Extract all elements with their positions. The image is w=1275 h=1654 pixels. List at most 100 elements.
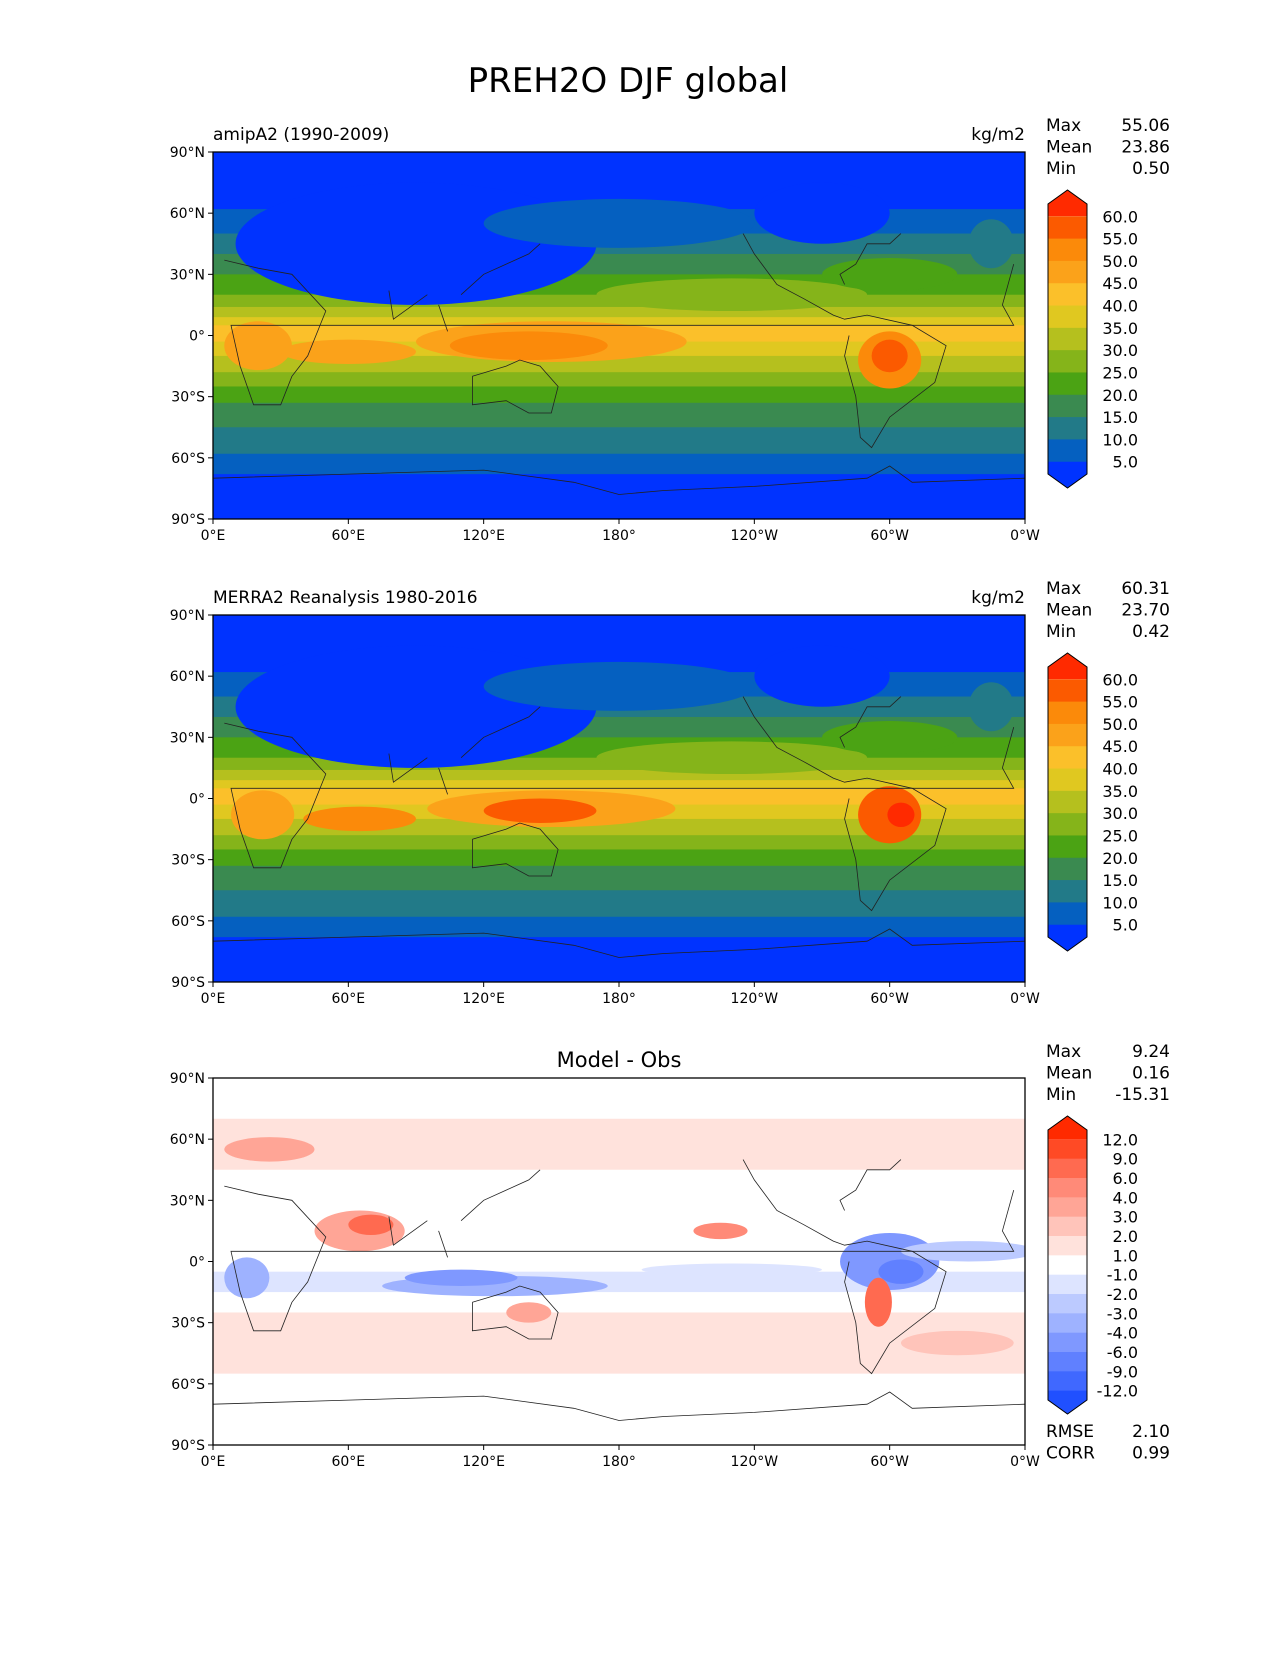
stat-value: 9.24: [1132, 1042, 1170, 1062]
stat-label: Max: [1046, 116, 1081, 136]
colorbar-segment: [1048, 1178, 1087, 1198]
colorbar-segment: [1048, 417, 1087, 440]
field-region: [822, 258, 958, 291]
y-tick-label: 90°S: [171, 512, 205, 528]
stat-value: 60.31: [1121, 579, 1170, 599]
y-tick-label: 30°N: [170, 730, 205, 746]
colorbar-extend-min: [1048, 1390, 1087, 1414]
field-region: [224, 321, 292, 371]
x-tick-label: 0°E: [201, 1454, 226, 1470]
field-region: [887, 802, 915, 828]
colorbar-tick-label: 40.0: [1102, 297, 1138, 316]
coastline: [742, 696, 947, 912]
colorbar-segment: [1048, 1371, 1087, 1392]
units-label: kg/m2: [971, 588, 1025, 608]
colorbar-tick-label: 45.0: [1102, 737, 1138, 756]
x-tick-label: 120°W: [731, 528, 779, 544]
x-tick-label: 60°E: [331, 528, 365, 544]
colorbar-segment: [1048, 350, 1087, 373]
x-tick-label: 180°: [602, 991, 636, 1007]
colorbar-tick-label: 5.0: [1113, 916, 1138, 935]
coastline: [224, 1185, 1015, 1332]
colorbar-segment: [1048, 1255, 1087, 1276]
stat-value: 23.86: [1121, 138, 1170, 158]
stat-label: Min: [1046, 1085, 1076, 1105]
field-region: [303, 806, 416, 832]
colorbar-segment: [1048, 1294, 1087, 1314]
x-tick-label: 0°E: [201, 991, 226, 1007]
x-tick-label: 60°W: [870, 1454, 909, 1470]
panel-title: MERRA2 Reanalysis 1980-2016: [213, 588, 478, 608]
colorbar-segment: [1048, 1332, 1087, 1353]
field-region: [968, 219, 1014, 269]
colorbar-segment: [1048, 1216, 1087, 1237]
y-tick-label: 90°S: [171, 1438, 205, 1454]
colorbar-segment: [1048, 1274, 1087, 1295]
field-band: [213, 386, 1025, 404]
y-tick-label: 0°: [189, 792, 205, 808]
field-band: [213, 890, 1025, 918]
colorbar-segment: [1048, 835, 1087, 859]
y-tick-label: 30°S: [171, 1316, 205, 1332]
colorbar-extend-max: [1048, 1116, 1087, 1140]
field-region: [483, 198, 755, 248]
field-region: [231, 790, 295, 840]
colorbar-segment: [1048, 1352, 1087, 1372]
field-region: [224, 1137, 315, 1162]
field-region: [864, 1277, 892, 1327]
field-band: [213, 474, 1025, 519]
colorbar-tick-label: 15.0: [1102, 408, 1138, 427]
x-tick-label: 120°E: [462, 991, 505, 1007]
colorbar-segment: [1048, 305, 1087, 329]
field-region: [596, 278, 868, 312]
coastline: [472, 1285, 559, 1340]
stat-label: Mean: [1046, 601, 1092, 621]
colorbar-segment: [1048, 238, 1087, 262]
y-tick-label: 60°N: [170, 206, 205, 222]
colorbar-segment: [1048, 790, 1087, 814]
x-tick-label: 180°: [602, 1454, 636, 1470]
coastline: [388, 1169, 541, 1258]
colorbar-extend-min: [1048, 924, 1087, 951]
field-band: [213, 1118, 1025, 1171]
x-tick-label: 120°W: [731, 1454, 779, 1470]
colorbar-tick-label: 20.0: [1102, 386, 1138, 405]
coastline: [839, 696, 902, 748]
y-tick-label: 60°N: [170, 1132, 205, 1148]
stat-value: 0.42: [1132, 622, 1170, 642]
coastline: [224, 722, 1015, 869]
stat-value: 0.16: [1132, 1064, 1170, 1084]
colorbar-outline: [1047, 189, 1088, 489]
colorbar-outline: [1047, 1115, 1088, 1415]
colorbar-tick-label: 6.0: [1113, 1169, 1138, 1188]
colorbar-tick-label: 3.0: [1113, 1208, 1138, 1227]
colorbar-tick-label: 12.0: [1102, 1130, 1138, 1149]
colorbar-tick-label: 9.0: [1113, 1150, 1138, 1169]
colorbar-tick-label: 10.0: [1102, 893, 1138, 912]
coastline: [224, 259, 1015, 406]
colorbar-segment: [1048, 723, 1087, 747]
stat-label: Min: [1046, 159, 1076, 179]
colorbar-tick-label: 20.0: [1102, 849, 1138, 868]
field-region: [596, 741, 868, 775]
colorbar-segment: [1048, 768, 1087, 792]
colorbar-tick-label: 45.0: [1102, 274, 1138, 293]
field-band: [213, 1292, 1025, 1313]
y-tick-label: 0°: [189, 1255, 205, 1271]
field-region: [900, 1330, 1014, 1356]
y-tick-label: 30°N: [170, 267, 205, 283]
colorbar-segment: [1048, 813, 1087, 836]
colorbar-segment: [1048, 394, 1087, 418]
colorbar-tick-label: 2.0: [1113, 1227, 1138, 1246]
colorbar-segment: [1048, 327, 1087, 351]
colorbar-tick-label: -6.0: [1107, 1343, 1138, 1362]
stat-label: Mean: [1046, 1064, 1092, 1084]
stat-label: Max: [1046, 1042, 1081, 1062]
x-tick-label: 0°W: [1010, 1454, 1040, 1470]
field-region: [968, 682, 1014, 732]
colorbar-segment: [1048, 1158, 1087, 1179]
y-tick-label: 90°N: [170, 1071, 205, 1087]
colorbar-segment: [1048, 902, 1087, 926]
y-tick-label: 0°: [189, 329, 205, 345]
colorbar-segment: [1048, 1197, 1087, 1218]
